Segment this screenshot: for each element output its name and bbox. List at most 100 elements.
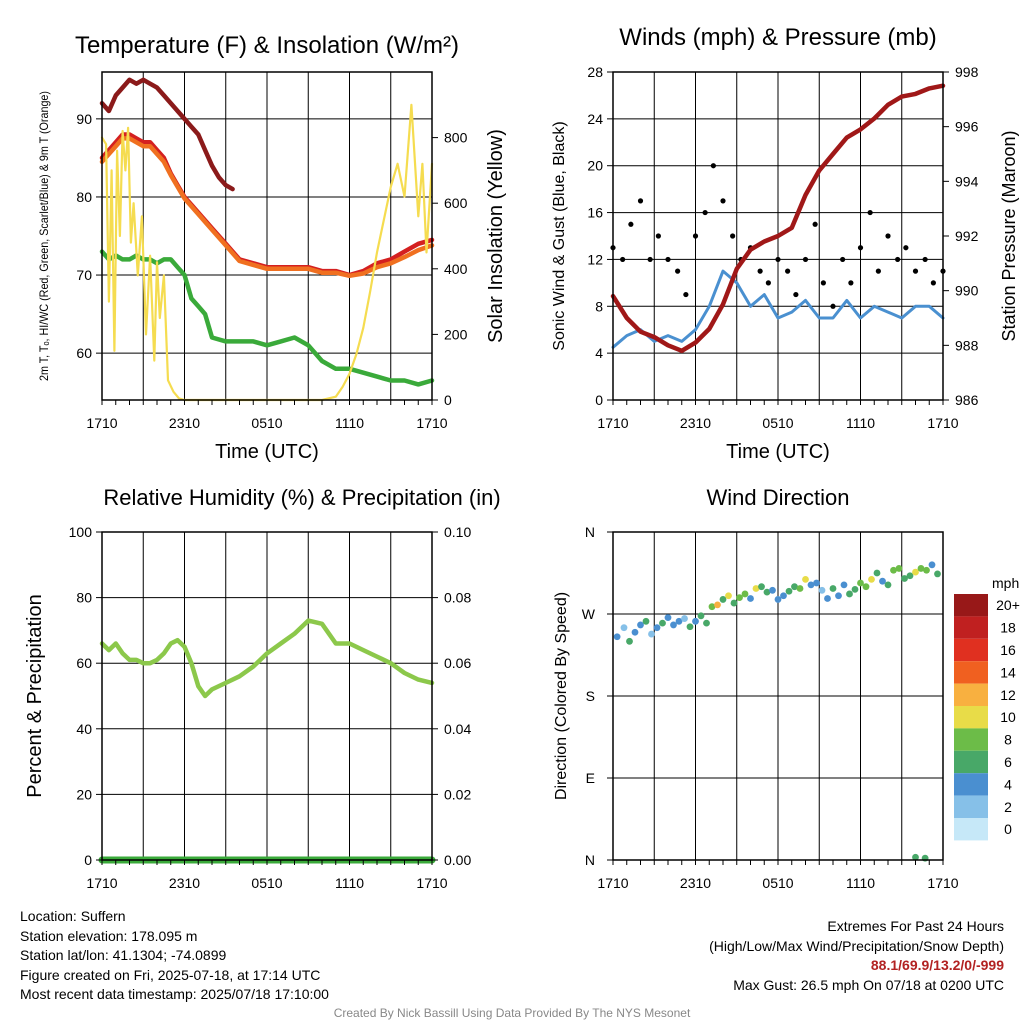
x-tick-label: 1710: [416, 875, 447, 891]
x-axis-label: Time (UTC): [215, 441, 319, 463]
pressure-line: [610, 83, 946, 354]
gust-point: [820, 280, 826, 286]
x-tick-label: 1710: [597, 875, 628, 891]
x-tick-label: 0510: [762, 875, 793, 891]
panel-3: 0 20 40 60 80 100 0.00 0.02 0.04 0.06 0.08 0.10 1710…: [24, 485, 501, 891]
y-right-tick-label: 800: [444, 130, 468, 146]
direction-point: [659, 619, 666, 627]
wind-line: [611, 269, 945, 349]
direction-point: [868, 575, 875, 583]
direction-point: [818, 586, 826, 594]
x-tick-label: 1710: [597, 415, 628, 431]
gust-point: [848, 280, 854, 286]
x-tick-label: 1110: [846, 415, 875, 431]
x-tick-label: 2310: [169, 875, 200, 891]
y-right-tick-label: 0.08: [444, 590, 471, 606]
y-tick-label: 90: [76, 111, 92, 127]
extremes-subtitle: (High/Low/Max Wind/Precipitation/Snow De…: [709, 937, 1004, 954]
direction-point: [835, 592, 842, 600]
direction-point: [664, 614, 672, 622]
x-tick-label: 1710: [86, 415, 117, 431]
direction-point: [829, 585, 837, 592]
direction-point: [747, 595, 754, 602]
chart-title: Wind Direction: [706, 485, 849, 510]
gust-point: [710, 163, 716, 169]
direction-point: [637, 621, 644, 629]
y-right-tick-label: 0.00: [444, 852, 471, 868]
gust-point: [628, 221, 634, 227]
y-right-tick-label: 600: [444, 195, 468, 211]
colorbar-label: 20+: [996, 597, 1020, 613]
y-axis-label: Percent & Precipitation: [24, 594, 46, 797]
direction-point: [736, 594, 743, 601]
series-line-3: [99, 77, 235, 192]
colorbar-swatch: [954, 706, 988, 729]
colorbar-label: 8: [1004, 732, 1012, 748]
panel-2: 0 4 8 12 16 20 24 28 986 988 990 992 994 996 998 1710 23…: [551, 24, 1019, 463]
humidity-line: [99, 618, 435, 699]
direction-point: [769, 586, 776, 594]
y-tick-label: 40: [76, 721, 92, 737]
y-right-tick-label: 0.04: [444, 721, 471, 737]
elevation-text: Station elevation: 178.095 m: [20, 927, 198, 944]
direction-point: [785, 587, 793, 595]
colorbar-label: 0: [1004, 821, 1012, 837]
y-axis-label: Sonic Wind & Gust (Blue, Black): [551, 121, 568, 350]
gust-point: [620, 256, 626, 263]
y-tick-label: N: [585, 524, 595, 540]
gust-point: [765, 280, 771, 286]
direction-point: [890, 566, 897, 574]
direction-point: [846, 590, 853, 598]
direction-point: [873, 569, 881, 577]
x-tick-label: 1710: [86, 875, 117, 891]
x-tick-label: 1110: [335, 415, 364, 431]
y-tick-label: W: [582, 606, 596, 622]
direction-point: [686, 623, 694, 631]
gust-point: [922, 256, 928, 263]
direction-point: [912, 568, 919, 576]
series-line-2: [99, 136, 435, 279]
y-tick-label: 20: [587, 158, 603, 174]
gust-point: [857, 245, 864, 251]
x-tick-label: 1110: [335, 875, 364, 891]
direction-point: [895, 565, 903, 572]
y-right-tick-label: 0.02: [444, 786, 471, 802]
y-tick-label: 4: [595, 345, 603, 361]
y-tick-label: E: [586, 770, 595, 786]
gust-point: [785, 268, 791, 274]
x-tick-label: 0510: [251, 875, 282, 891]
gust-point: [637, 198, 644, 204]
y-tick-label: 100: [69, 524, 93, 540]
direction-point: [714, 601, 721, 609]
direction-point: [879, 577, 886, 585]
y-right-tick-label: 0.10: [444, 524, 471, 540]
direction-point: [934, 570, 941, 578]
direction-point: [928, 561, 936, 569]
direction-point: [681, 615, 688, 622]
direction-point: [725, 592, 732, 600]
panel-1: 60 70 80 90 0 200 400 600 800 1710 2310 0510 1110 171…: [37, 32, 507, 463]
direction-point: [862, 583, 870, 591]
y-right-tick-label: 992: [955, 228, 979, 244]
y-tick-label: N: [585, 852, 595, 868]
x-tick-label: 1710: [927, 875, 958, 891]
extremes-info: Extremes For Past 24 Hours (High/Low/Max…: [709, 917, 1004, 995]
direction-point: [791, 583, 798, 591]
gust-point: [930, 280, 936, 286]
gust-point: [647, 256, 653, 263]
y-tick-label: S: [586, 688, 595, 704]
direction-point: [851, 586, 859, 593]
gust-point: [683, 291, 689, 298]
direction-point: [741, 590, 749, 598]
direction-point: [802, 575, 809, 583]
colorbar-label: 6: [1004, 754, 1012, 770]
direction-point: [708, 603, 716, 611]
x-tick-label: 0510: [762, 415, 793, 431]
credit-text: Created By Nick Bassill Using Data Provi…: [333, 1006, 691, 1020]
x-axis-label: Time (UTC): [726, 441, 830, 463]
y-tick-label: 20: [76, 786, 92, 802]
y-right-tick-label: 986: [955, 392, 979, 408]
direction-point: [620, 624, 628, 632]
